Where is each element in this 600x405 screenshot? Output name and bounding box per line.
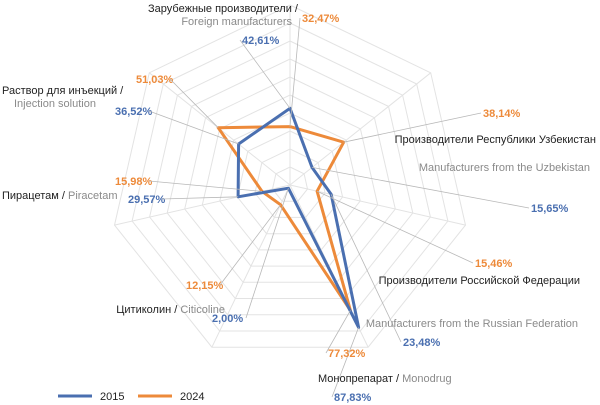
leader-line [311,167,530,209]
grid-ring [113,4,467,348]
category-label-foreign: Зарубежные производители / [148,3,299,15]
leader-line [148,180,263,192]
leader-lines: 42,61% 15,65% 23,48% 87,83% 2,00% 29,57% 36,52… [115,13,569,404]
leader-line [161,196,239,200]
grid-spoke [289,72,432,186]
leader-line [331,327,359,398]
grid-spoke [289,184,466,226]
leader-line [219,204,281,286]
leader-line [148,110,239,145]
series-layer [216,106,361,329]
value-label-2015-1: 15,65% [531,203,569,215]
leader-line [289,17,301,127]
value-label-2024-2: 15,46% [475,258,513,270]
value-label-2024-6: 51,03% [136,74,174,86]
value-label-2015-6: 36,52% [115,106,153,118]
category-label-piracetam: Пирацетам / Piracetam [2,190,118,202]
value-label-2015-0: 42,61% [242,35,280,47]
series-line-2015 [236,106,361,329]
value-label-2015-2: 23,48% [403,337,441,349]
category-label-uzbekistan-en: Manufacturers from the Uzbekistan [419,162,590,174]
grid-ring [131,22,449,332]
series-line-2024 [216,125,352,312]
value-label-2024-1: 38,14% [483,108,521,120]
leader-line [325,310,351,354]
category-label-russia: Производители Российской Федерации [379,275,580,287]
leader-line [330,194,402,343]
category-label-monodrug: Монопрепарат / Monodrug [318,373,452,385]
leader-line [316,190,474,264]
value-label-2024-0: 32,47% [302,13,340,25]
leader-line [343,112,482,143]
grid-ring [219,112,361,251]
radar-grid [113,4,467,348]
category-label-uzbekistan: Производители Республики Узбекистан [395,134,596,146]
value-label-2024-5: 15,98% [115,176,153,188]
grid-ring [149,40,431,316]
value-label-2015-4: 2,00% [212,313,243,325]
legend-label-2015: 2015 [100,391,124,403]
leader-line [169,78,219,128]
category-label-foreign-en: Foreign manufacturers [181,16,292,28]
category-label-injection: Раствор для инъекций / [2,85,124,97]
grid-spoke [211,184,291,348]
value-label-2015-5: 29,57% [128,194,166,206]
leader-line [239,39,291,109]
legend-label-2024: 2024 [180,391,204,403]
value-label-2024-4: 12,15% [186,280,224,292]
category-label-russia-en: Manufacturers from the Russian Federatio… [366,318,578,330]
value-label-2024-3: 77,32% [328,348,366,360]
category-label-citicoline: Цитиколин / Citicoline [116,304,225,316]
leader-line [245,188,289,319]
category-label-injection-en: Injection solution [14,98,96,110]
legend: 2015 2024 [58,391,204,403]
grid-ring [201,94,379,267]
grid-ring [166,58,414,299]
grid-ring [271,166,309,202]
value-label-2015-3: 87,83% [334,392,372,404]
grid-ring [184,76,396,283]
